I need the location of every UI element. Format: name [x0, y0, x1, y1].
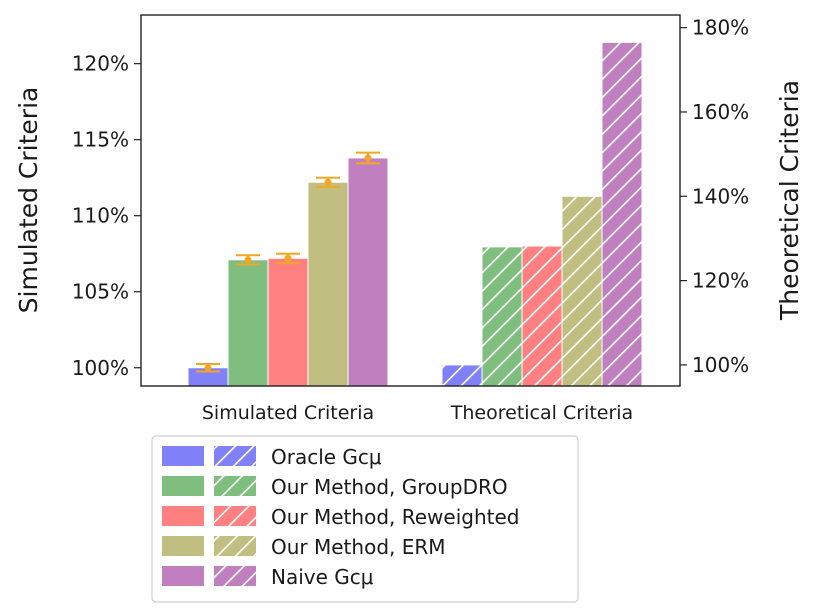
bar-hatch	[602, 42, 642, 386]
right-axis: 100% 120% 140% 160% 180%	[680, 16, 749, 377]
legend-swatch-hatch	[214, 506, 256, 526]
error-bar-point	[364, 154, 372, 162]
legend-swatch-hatch	[214, 476, 256, 496]
legend-swatch-hatch	[214, 446, 256, 466]
bar-hatch	[522, 246, 562, 386]
legend-swatch-solid	[162, 506, 204, 526]
bar-theoretical-our-method-groupdro	[481, 246, 523, 387]
left-tick-label: 120%	[72, 52, 129, 76]
bar-simulated-our-method-reweighted	[267, 257, 309, 387]
left-tick-label: 110%	[72, 204, 129, 228]
legend-label: Oracle Gcμ	[271, 445, 382, 469]
left-axis-label: Simulated Criteria	[14, 87, 43, 314]
right-axis-label: Theoretical Criteria	[775, 80, 804, 321]
left-axis: 100% 105% 110% 115% 120%	[72, 52, 141, 380]
error-bar-our-method-erm	[316, 176, 340, 188]
left-tick-label: 115%	[72, 128, 129, 152]
bar-hatch	[562, 196, 602, 386]
error-bar-point	[284, 254, 292, 262]
legend: Oracle Gcμ Our Method, GroupDRO Our Method…	[151, 435, 579, 603]
error-bar-point	[324, 178, 332, 186]
bar-theoretical-naive-gc	[601, 41, 643, 387]
legend-swatch-solid	[162, 566, 204, 586]
legend-swatch-solid	[162, 536, 204, 556]
bar-simulated-our-method-erm	[307, 181, 349, 387]
bar-simulated-naive-gc	[347, 157, 389, 387]
bar-theoretical-our-method-erm	[561, 195, 603, 387]
legend-swatch-solid	[162, 446, 204, 466]
legend-label: Our Method, ERM	[271, 535, 446, 559]
legend-entry: Our Method, GroupDRO	[162, 475, 508, 499]
legend-frame	[151, 435, 579, 603]
error-bars-layer	[196, 151, 380, 373]
error-bar-naive-gc	[356, 151, 380, 165]
right-tick-label: 140%	[692, 184, 749, 208]
plot-frame	[140, 14, 681, 387]
legend-swatch-hatch	[214, 536, 256, 556]
error-bar-point	[244, 256, 252, 264]
legend-label: Naive Gcμ	[271, 565, 374, 589]
left-tick-label: 105%	[72, 280, 129, 304]
legend-swatch-hatch	[214, 566, 256, 586]
right-tick-label: 160%	[692, 100, 749, 124]
error-bar-oracle-gc	[196, 362, 220, 373]
error-bar-our-method-groupdro	[236, 254, 260, 266]
error-bar-point	[204, 364, 212, 372]
legend-entry: Oracle Gcμ	[162, 445, 382, 469]
bars-layer	[187, 41, 643, 387]
right-tick-label: 100%	[692, 353, 749, 377]
legend-entry: Naive Gcμ	[162, 565, 374, 589]
legend-entry: Our Method, ERM	[162, 535, 446, 559]
bar-simulated-our-method-groupdro	[227, 259, 269, 387]
legend-entry: Our Method, Reweighted	[162, 505, 519, 529]
error-bar-our-method-reweighted	[276, 252, 300, 264]
legend-swatch-solid	[162, 476, 204, 496]
bar-theoretical-our-method-reweighted	[521, 245, 563, 387]
left-tick-label: 100%	[72, 356, 129, 380]
bar-theoretical-oracle-gc	[441, 364, 483, 387]
legend-entries: Oracle Gcμ Our Method, GroupDRO Our Method…	[162, 445, 519, 589]
bar-hatch	[482, 246, 522, 386]
legend-label: Our Method, GroupDRO	[271, 475, 508, 499]
x-axis: Simulated Criteria Theoretical Criteria	[202, 402, 633, 424]
x-category-label: Theoretical Criteria	[450, 402, 633, 424]
x-category-label: Simulated Criteria	[202, 402, 374, 424]
right-tick-label: 180%	[692, 16, 749, 40]
legend-label: Our Method, Reweighted	[271, 505, 519, 529]
bar-hatch	[442, 364, 482, 386]
right-tick-label: 120%	[692, 269, 749, 293]
